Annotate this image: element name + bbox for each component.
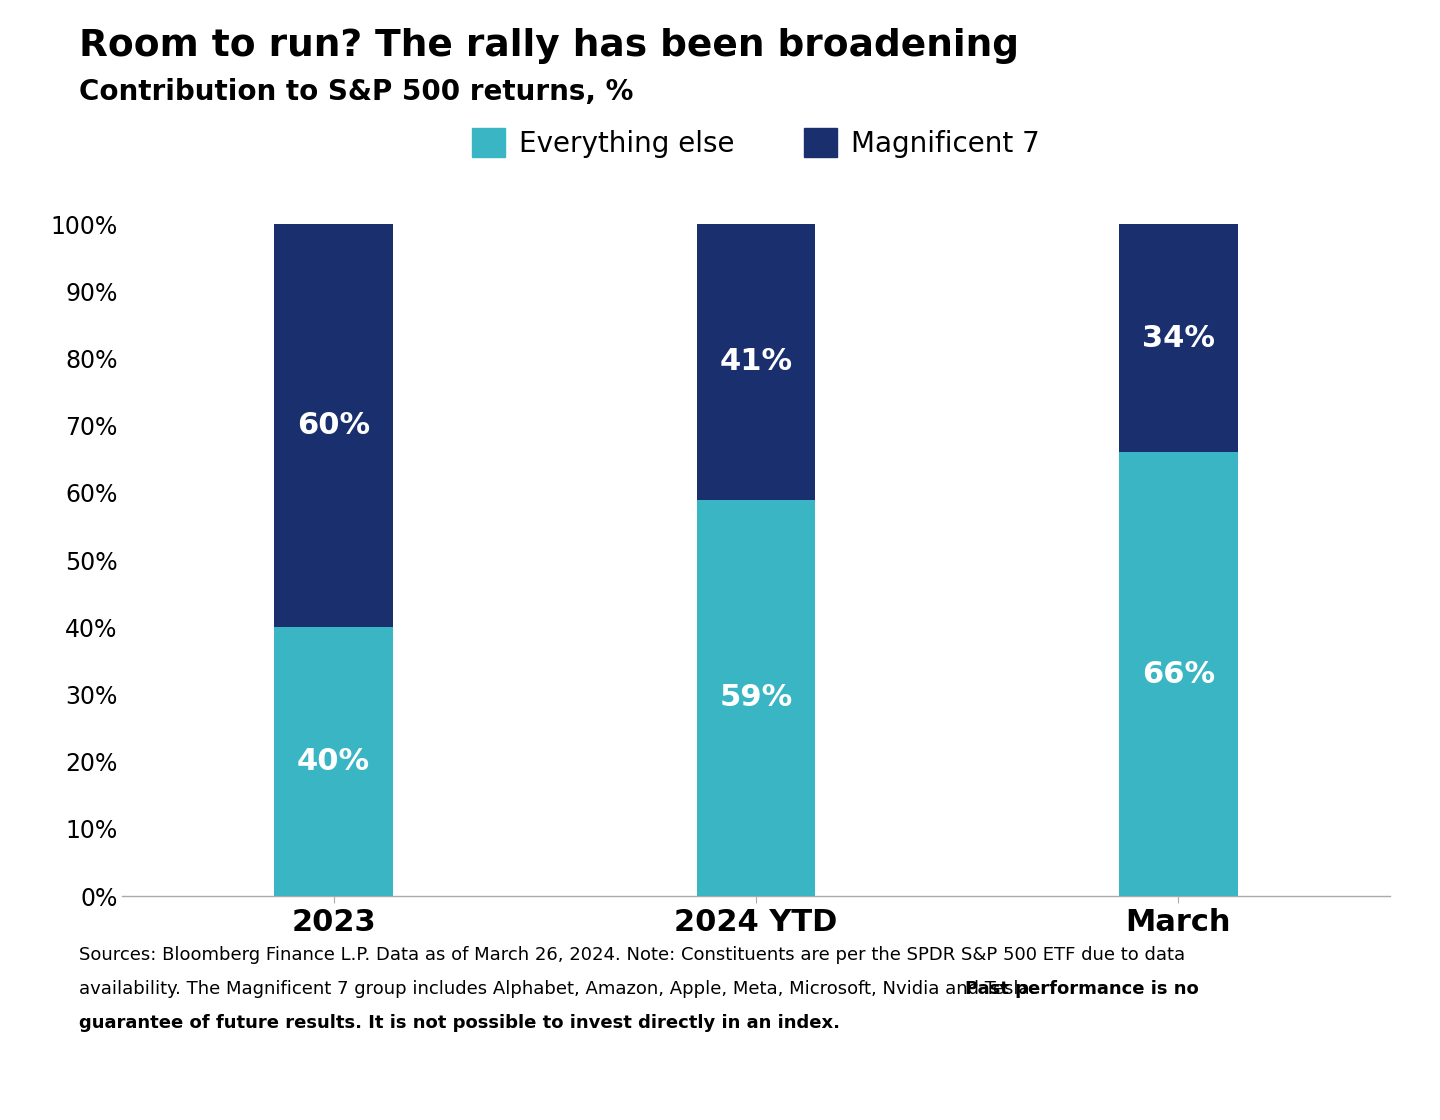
Bar (1119, 224, 1237, 452)
Text: 59%: 59% (720, 683, 792, 712)
Bar (275, 224, 393, 627)
Bar (275, 627, 393, 896)
Bar (1119, 452, 1237, 896)
Text: Past performance is no: Past performance is no (965, 980, 1200, 998)
Text: 34%: 34% (1142, 324, 1215, 353)
Text: guarantee of future results. It is not possible to invest directly in an index.: guarantee of future results. It is not p… (79, 1014, 840, 1032)
Bar (697, 500, 815, 896)
Text: 60%: 60% (297, 411, 370, 440)
Text: 66%: 66% (1142, 660, 1215, 689)
Text: Room to run? The rally has been broadening: Room to run? The rally has been broadeni… (79, 28, 1020, 64)
Bar (697, 224, 815, 500)
Text: 40%: 40% (297, 747, 370, 776)
Text: Contribution to S&P 500 returns, %: Contribution to S&P 500 returns, % (79, 78, 634, 106)
Text: availability. The Magnificent 7 group includes Alphabet, Amazon, Apple, Meta, Mi: availability. The Magnificent 7 group in… (79, 980, 1041, 998)
Legend: Everything else, Magnificent 7: Everything else, Magnificent 7 (461, 116, 1051, 169)
Text: 41%: 41% (720, 347, 792, 376)
Text: Sources: Bloomberg Finance L.P. Data as of March 26, 2024. Note: Constituents ar: Sources: Bloomberg Finance L.P. Data as … (79, 946, 1185, 964)
